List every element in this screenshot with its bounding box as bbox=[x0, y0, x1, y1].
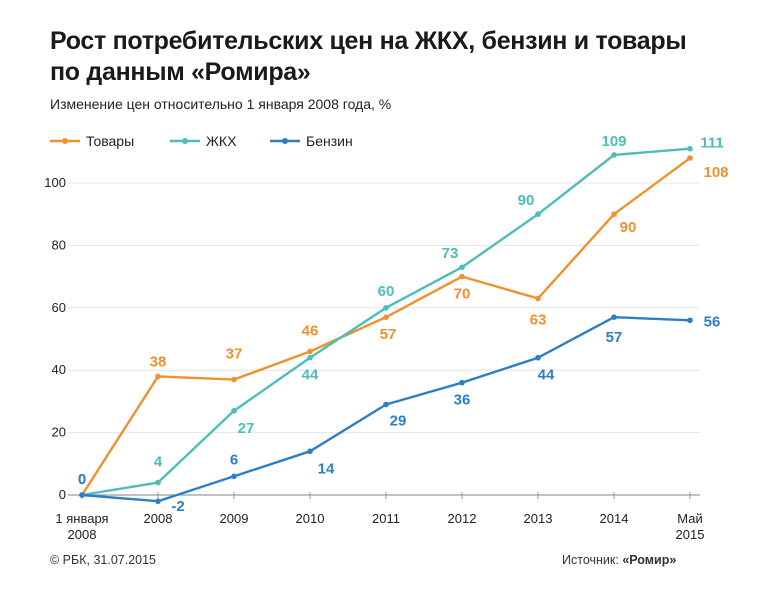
x-tick-label: 2009 bbox=[220, 511, 249, 526]
legend-label-2: ЖКХ bbox=[206, 133, 237, 149]
data-label: 4 bbox=[154, 454, 163, 471]
data-label: 38 bbox=[150, 353, 167, 370]
data-label: 60 bbox=[378, 283, 395, 300]
data-point bbox=[535, 295, 541, 302]
source-note: Источник: «Ромир» bbox=[562, 553, 676, 567]
data-point bbox=[535, 354, 541, 361]
data-point bbox=[611, 152, 617, 158]
y-tick-label: 0 bbox=[59, 487, 66, 502]
data-point bbox=[687, 155, 693, 161]
data-point bbox=[231, 376, 237, 383]
chart-subtitle: Изменение цен относительно 1 января 2008… bbox=[50, 96, 392, 112]
data-point bbox=[307, 448, 313, 455]
data-label: 0 bbox=[78, 471, 86, 488]
data-point bbox=[459, 264, 465, 271]
data-label: 46 bbox=[302, 322, 319, 339]
data-label: 14 bbox=[318, 460, 335, 477]
legend-marker bbox=[62, 138, 68, 144]
data-label: 44 bbox=[538, 367, 555, 384]
x-tick-label: 2008 bbox=[144, 511, 173, 526]
y-tick-label: 100 bbox=[44, 175, 66, 190]
data-label: 27 bbox=[238, 420, 255, 437]
x-tick-label: 2010 bbox=[296, 511, 325, 526]
data-point bbox=[155, 373, 161, 380]
data-point bbox=[611, 314, 617, 320]
source-prefix: Источник: bbox=[562, 553, 623, 567]
source-name: «Ромир» bbox=[622, 553, 677, 567]
x-tick-label: 2011 bbox=[372, 511, 400, 526]
x-tick-label: Май bbox=[677, 511, 702, 526]
data-point bbox=[231, 407, 237, 414]
y-tick-label: 40 bbox=[52, 362, 66, 377]
data-label: 109 bbox=[601, 133, 626, 150]
x-tick-label: 2012 bbox=[448, 511, 477, 526]
data-point bbox=[383, 401, 389, 408]
legend-marker bbox=[182, 138, 188, 144]
data-point bbox=[687, 145, 693, 152]
data-label: 90 bbox=[518, 192, 535, 209]
data-point bbox=[535, 211, 541, 217]
data-point bbox=[79, 492, 85, 498]
data-label: 70 bbox=[454, 286, 471, 303]
data-label: 108 bbox=[703, 164, 728, 181]
data-point bbox=[231, 473, 237, 480]
data-point bbox=[687, 317, 693, 324]
y-tick-label: 20 bbox=[52, 425, 66, 440]
data-point bbox=[155, 498, 161, 505]
data-label: 63 bbox=[530, 311, 547, 328]
data-label: 36 bbox=[454, 392, 471, 409]
x-tick-label: 2013 bbox=[524, 511, 553, 526]
data-label: 111 bbox=[700, 135, 723, 152]
series-line-3 bbox=[81, 315, 691, 503]
y-tick-label: 60 bbox=[52, 300, 66, 315]
series-line-2 bbox=[81, 147, 691, 497]
legend-marker bbox=[282, 138, 288, 144]
chart-title-line2: по данным «Ромира» bbox=[50, 58, 311, 86]
x-tick-label: 1 января bbox=[55, 511, 108, 526]
data-point bbox=[383, 305, 389, 311]
data-label: 73 bbox=[442, 245, 459, 262]
data-label: 56 bbox=[704, 313, 721, 330]
data-point bbox=[307, 354, 313, 361]
data-point bbox=[459, 273, 465, 280]
data-point bbox=[611, 211, 617, 217]
data-point bbox=[307, 348, 313, 355]
data-point bbox=[383, 314, 389, 320]
y-tick-label: 80 bbox=[52, 237, 66, 252]
data-label: -2 bbox=[171, 498, 184, 515]
data-label: 6 bbox=[230, 451, 238, 468]
x-tick-label: 2014 bbox=[600, 511, 629, 526]
data-label: 37 bbox=[226, 346, 243, 363]
copyright-note: © РБК, 31.07.2015 bbox=[50, 553, 157, 567]
data-label: 57 bbox=[380, 326, 397, 343]
chart-title: Рост потребительских цен на ЖКХ, бензин … bbox=[50, 26, 750, 88]
data-label: 44 bbox=[302, 367, 319, 384]
data-point bbox=[155, 479, 161, 486]
legend-label-3: Бензин bbox=[306, 133, 353, 149]
chart-title-line1: Рост потребительских цен на ЖКХ, бензин … bbox=[50, 27, 687, 55]
data-point bbox=[459, 379, 465, 386]
x-tick-label: 2015 bbox=[676, 527, 705, 542]
data-label: 57 bbox=[606, 329, 623, 346]
data-label: 90 bbox=[620, 219, 637, 236]
x-tick-label: 2008 bbox=[68, 527, 97, 542]
data-label: 29 bbox=[390, 413, 407, 430]
data-label: 0 bbox=[78, 471, 86, 488]
legend-label-1: Товары bbox=[86, 133, 134, 149]
data-label: 0 bbox=[78, 471, 86, 488]
